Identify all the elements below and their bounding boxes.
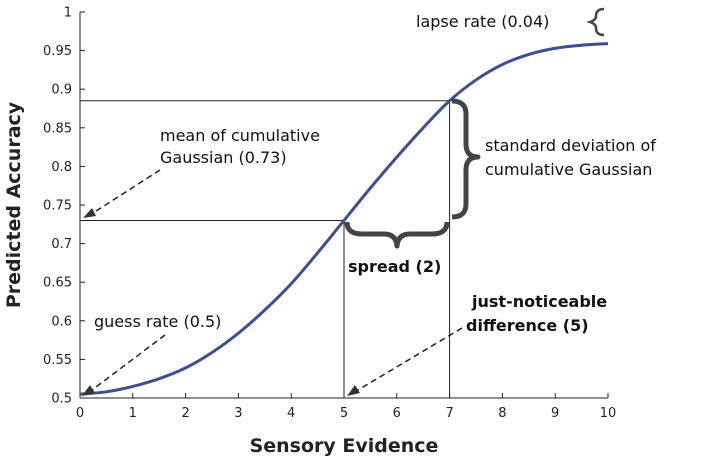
spread-label: spread (2) bbox=[348, 257, 441, 276]
jnd-arrow-line bbox=[357, 327, 463, 391]
y-ticks: 0.5 0.55 0.6 0.65 0.7 0.75 0.8 0.85 0.9 0.95 1 bbox=[43, 6, 85, 407]
psychometric-curve bbox=[79, 42, 609, 396]
x-ticks: 0 1 2 3 4 5 6 7 8 9 10 bbox=[76, 393, 616, 421]
guess-label: guess rate (0.5) bbox=[94, 312, 221, 331]
x-tick-label: 7 bbox=[445, 406, 453, 421]
spread-brace bbox=[344, 221, 450, 249]
sd-brace bbox=[451, 98, 481, 220]
y-tick-label: 0.85 bbox=[43, 121, 72, 136]
sd-label-line1: standard deviation of bbox=[485, 136, 656, 155]
y-tick-label: 0.65 bbox=[43, 276, 72, 291]
x-tick-label: 2 bbox=[181, 406, 189, 421]
mean-label-line2: Gaussian (0.73) bbox=[160, 148, 287, 167]
guess-arrow-head bbox=[82, 385, 95, 396]
x-tick-label: 10 bbox=[600, 406, 617, 421]
x-axis-title: Sensory Evidence bbox=[250, 435, 439, 457]
jnd-arrow-head bbox=[347, 385, 360, 396]
jnd-label-line1: just-noticeable bbox=[471, 292, 607, 311]
y-tick-label: 0.5 bbox=[51, 392, 72, 407]
x-tick-label: 3 bbox=[234, 406, 242, 421]
y-tick-label: 1 bbox=[64, 6, 72, 21]
y-tick-label: 0.6 bbox=[51, 314, 72, 329]
y-tick-label: 0.75 bbox=[43, 199, 72, 214]
lapse-brace bbox=[586, 7, 605, 37]
sd-label-line2: cumulative Gaussian bbox=[485, 160, 652, 179]
mean-arrow-head bbox=[83, 208, 96, 218]
y-tick-label: 0.7 bbox=[51, 237, 72, 252]
y-axis-title: Predicted Accuracy bbox=[3, 101, 25, 308]
x-tick-label: 4 bbox=[287, 406, 295, 421]
mean-arrow-line bbox=[92, 169, 161, 214]
x-tick-label: 6 bbox=[393, 406, 401, 421]
x-tick-label: 5 bbox=[340, 406, 348, 421]
y-tick-label: 0.95 bbox=[43, 44, 72, 59]
x-tick-label: 1 bbox=[129, 406, 137, 421]
x-tick-label: 8 bbox=[498, 406, 506, 421]
lapse-rate-label: lapse rate (0.04) bbox=[416, 12, 549, 31]
guess-arrow-line bbox=[91, 334, 166, 391]
reference-lines bbox=[80, 100, 451, 398]
x-tick-label: 0 bbox=[76, 406, 84, 421]
jnd-label-line2: difference (5) bbox=[466, 316, 589, 335]
mean-label-line1: mean of cumulative bbox=[160, 126, 320, 145]
y-tick-label: 0.55 bbox=[43, 353, 72, 368]
y-tick-label: 0.9 bbox=[51, 83, 72, 98]
x-tick-label: 9 bbox=[551, 406, 559, 421]
y-tick-label: 0.8 bbox=[51, 160, 72, 175]
